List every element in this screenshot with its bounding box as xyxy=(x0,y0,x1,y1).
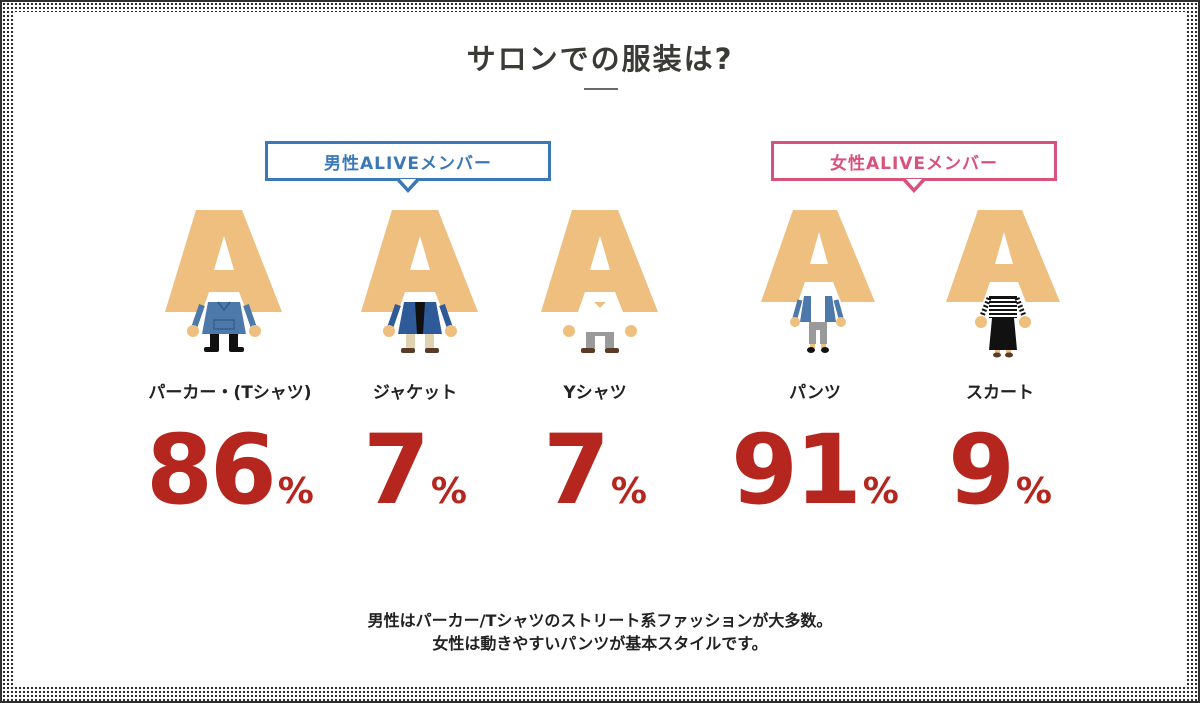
female-members-callout: 女性ALIVEメンバー xyxy=(771,141,1057,193)
stat-item-pants: パンツ 91% xyxy=(715,210,915,525)
stat-item-hoodie: パーカー・(Tシャツ) 86% xyxy=(130,210,330,525)
percentage-value: 7% xyxy=(363,414,467,526)
page-title: サロンでの服装は? xyxy=(466,42,734,76)
skirt-figure-icon xyxy=(900,210,1100,360)
item-label: Yシャツ xyxy=(563,383,627,403)
percentage-value: 9% xyxy=(948,414,1052,526)
percentage-value: 86% xyxy=(146,414,314,526)
pants-figure-icon xyxy=(715,210,915,360)
item-label: スカート xyxy=(966,383,1034,403)
stat-item-skirt: スカート 9% xyxy=(900,210,1100,525)
title-divider xyxy=(584,88,618,90)
dress-shirt-figure-icon xyxy=(495,210,695,360)
stat-item-dress-shirt: Yシャツ 7% xyxy=(495,210,695,525)
item-label: パーカー・(Tシャツ) xyxy=(148,383,312,403)
male-members-label: 男性ALIVEメンバー xyxy=(323,153,493,174)
percentage-value: 7% xyxy=(543,414,647,526)
item-label: ジャケット xyxy=(372,383,458,403)
male-members-callout: 男性ALIVEメンバー xyxy=(265,141,551,193)
item-label: パンツ xyxy=(789,383,841,403)
jacket-figure-icon xyxy=(315,210,515,360)
female-members-label: 女性ALIVEメンバー xyxy=(829,153,999,174)
hoodie-figure-icon xyxy=(130,210,330,360)
summary-line-1: 男性はパーカー/Tシャツのストリート系ファッションが大多数。 xyxy=(367,611,833,630)
summary-line-2: 女性は動きやすいパンツが基本スタイルです。 xyxy=(432,634,768,653)
stat-item-jacket: ジャケット 7% xyxy=(315,210,515,525)
percentage-value: 91% xyxy=(731,414,899,526)
summary-text: 男性はパーカー/Tシャツのストリート系ファッションが大多数。 女性は動きやすいパ… xyxy=(0,609,1200,655)
